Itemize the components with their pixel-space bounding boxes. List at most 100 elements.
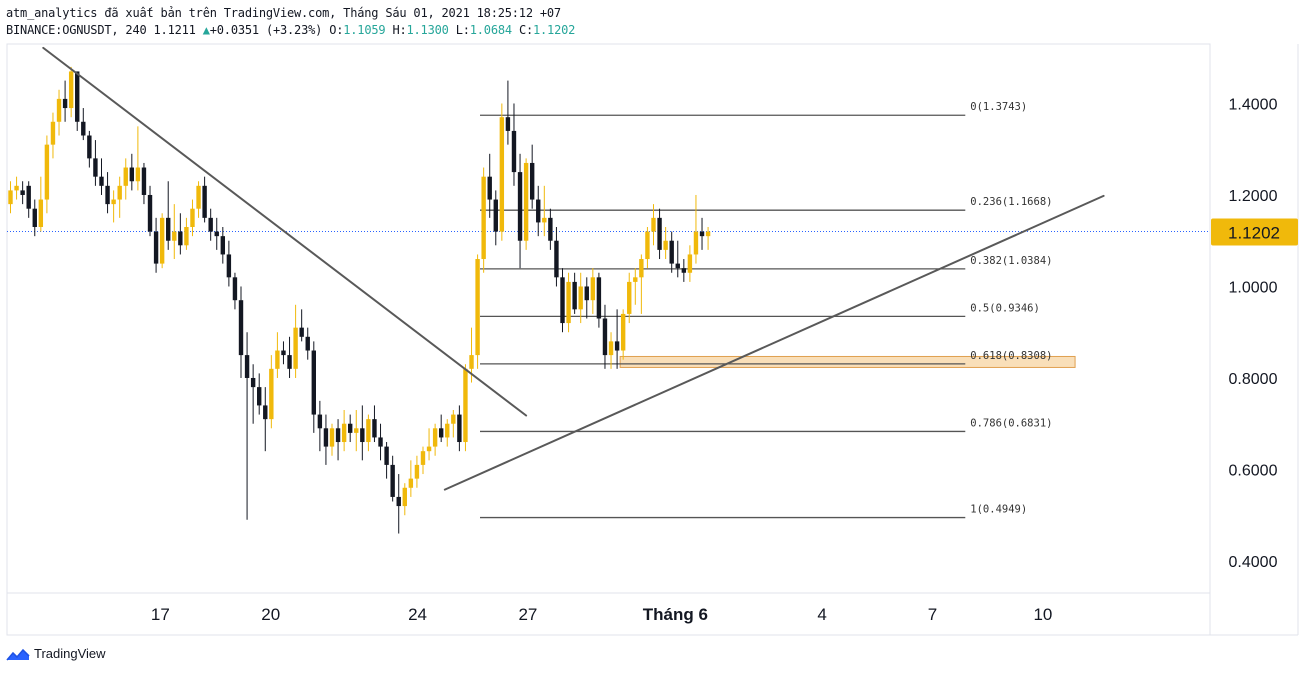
candle bbox=[511, 103, 517, 186]
candle bbox=[663, 227, 668, 260]
candle-body bbox=[366, 419, 371, 443]
candle-body bbox=[511, 130, 517, 173]
candle bbox=[111, 190, 116, 223]
candle bbox=[378, 423, 383, 461]
candle bbox=[614, 309, 620, 369]
candle-body bbox=[505, 117, 511, 131]
candle-body bbox=[590, 277, 596, 301]
candle bbox=[438, 414, 444, 443]
candle-body bbox=[584, 286, 589, 301]
candle bbox=[166, 181, 171, 250]
candle bbox=[305, 327, 310, 360]
candle bbox=[184, 217, 189, 250]
candle-body bbox=[244, 355, 250, 378]
candle bbox=[566, 272, 571, 333]
candle bbox=[657, 208, 662, 260]
x-tick-label: 4 bbox=[817, 605, 826, 624]
candle bbox=[366, 414, 371, 452]
candle bbox=[208, 208, 213, 241]
candle bbox=[523, 158, 529, 250]
candle bbox=[14, 176, 19, 200]
candle-body bbox=[396, 496, 401, 507]
candle-body bbox=[657, 217, 662, 250]
candle bbox=[529, 144, 535, 209]
chart-frame bbox=[6, 43, 1211, 636]
candle bbox=[220, 227, 226, 264]
candle-body bbox=[232, 277, 238, 301]
candle bbox=[56, 89, 62, 136]
fib-level-label: 0.382(1.0384) bbox=[970, 255, 1052, 267]
candle-body bbox=[317, 414, 323, 429]
candle bbox=[390, 455, 395, 502]
candle bbox=[68, 66, 74, 118]
candle bbox=[32, 199, 37, 237]
candle-body bbox=[105, 185, 110, 205]
candle-body bbox=[378, 437, 383, 447]
candle bbox=[572, 272, 577, 314]
candle bbox=[457, 405, 462, 452]
candle bbox=[693, 194, 699, 264]
candle bbox=[487, 153, 492, 218]
candle-body bbox=[99, 176, 104, 186]
candle-body bbox=[493, 199, 498, 232]
candle-body bbox=[287, 355, 292, 369]
candle-body bbox=[548, 217, 553, 241]
y-tick-label: 0.8000 bbox=[1229, 371, 1278, 388]
fib-level-label: 1(0.4949) bbox=[970, 504, 1027, 516]
candle-body bbox=[238, 300, 244, 356]
candle bbox=[699, 217, 705, 250]
candle-body bbox=[693, 231, 699, 255]
low-label: L: bbox=[455, 23, 470, 37]
candle bbox=[445, 419, 450, 447]
candle bbox=[548, 208, 553, 250]
candle-body bbox=[305, 336, 310, 351]
candle-body bbox=[190, 208, 195, 227]
candle-body bbox=[220, 236, 226, 255]
candle-body bbox=[451, 414, 456, 424]
candle bbox=[87, 130, 92, 168]
candle bbox=[99, 158, 104, 195]
candle bbox=[560, 268, 565, 333]
x-tick-label: 20 bbox=[261, 605, 280, 624]
candle-body bbox=[32, 208, 37, 227]
candle bbox=[627, 272, 632, 324]
support-trendline bbox=[443, 194, 1105, 491]
candle bbox=[596, 272, 602, 328]
candle bbox=[293, 304, 298, 378]
open-label: O: bbox=[329, 23, 344, 37]
candle bbox=[20, 181, 25, 205]
candle bbox=[311, 341, 316, 433]
candle-body bbox=[578, 286, 583, 310]
candle-body bbox=[517, 172, 523, 241]
candle-body bbox=[699, 231, 705, 237]
candle bbox=[232, 272, 238, 310]
candle bbox=[317, 400, 323, 452]
candle bbox=[269, 355, 274, 429]
candle-body bbox=[487, 176, 492, 200]
candle bbox=[117, 176, 122, 218]
fib-zone-rect bbox=[619, 355, 1076, 368]
candle-body bbox=[542, 217, 547, 223]
candle-body bbox=[645, 231, 650, 260]
candle-body bbox=[347, 423, 353, 433]
candle-body bbox=[323, 428, 329, 447]
candle-body bbox=[438, 428, 444, 438]
candle bbox=[196, 181, 201, 218]
tradingview-footer[interactable]: TradingView bbox=[6, 646, 106, 661]
price-tag bbox=[1211, 218, 1298, 246]
candle-body bbox=[420, 451, 426, 465]
candle-body bbox=[669, 240, 674, 264]
candle bbox=[93, 140, 98, 186]
candle bbox=[347, 414, 353, 443]
candle bbox=[244, 332, 250, 520]
y-tick-label: 0.6000 bbox=[1229, 462, 1278, 479]
candle bbox=[263, 387, 268, 452]
y-tick-label: 1.2000 bbox=[1229, 188, 1278, 205]
candle-body bbox=[56, 98, 62, 122]
candle-body bbox=[445, 423, 450, 438]
candle bbox=[147, 185, 153, 237]
open-value: 1.1059 bbox=[343, 23, 386, 37]
candle-body bbox=[250, 377, 256, 388]
candle-body bbox=[426, 446, 432, 452]
